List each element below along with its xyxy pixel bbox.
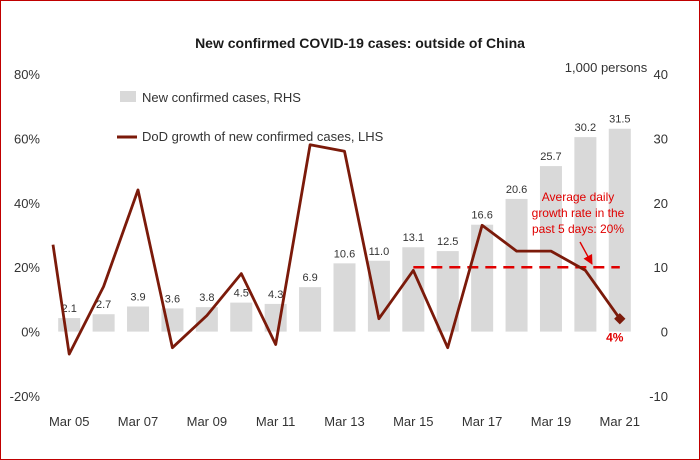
bar-value-label: 20.6 <box>506 184 527 196</box>
annotation-arrow <box>579 241 593 265</box>
bar-value-label: 16.6 <box>471 210 492 222</box>
bar-value-label: 10.6 <box>334 248 355 260</box>
x-tick-label: Mar 17 <box>462 414 502 429</box>
bar-value-label: 3.8 <box>199 292 214 304</box>
right-axis-unit: 1,000 persons <box>565 60 648 75</box>
bar <box>230 302 253 332</box>
bar <box>299 287 322 332</box>
legend-bar-label: New confirmed cases, RHS <box>142 90 301 105</box>
x-tick-label: Mar 05 <box>49 414 89 429</box>
left-tick-label: 40% <box>14 196 40 211</box>
legend-line-label: DoD growth of new confirmed cases, LHS <box>142 129 384 144</box>
x-tick-label: Mar 19 <box>531 414 571 429</box>
left-tick-label: -20% <box>10 389 41 404</box>
last-point-marker <box>614 313 626 325</box>
left-tick-label: 20% <box>14 260 40 275</box>
bar <box>471 224 494 332</box>
bar-value-label: 31.5 <box>609 114 630 126</box>
annotation-text: growth rate in the <box>532 206 625 220</box>
bar-value-label: 4.5 <box>234 288 249 300</box>
x-tick-label: Mar 09 <box>187 414 227 429</box>
bar-value-label: 11.0 <box>369 246 390 258</box>
right-tick-label: 40 <box>654 67 668 82</box>
bar-value-label: 6.9 <box>302 272 317 284</box>
bar-value-label: 4.3 <box>268 289 283 301</box>
right-tick-label: 10 <box>654 260 668 275</box>
left-tick-label: 80% <box>14 67 40 82</box>
bar <box>127 306 150 332</box>
bar-value-label: 13.1 <box>403 232 424 244</box>
bar <box>539 166 562 332</box>
bar-value-label: 3.9 <box>130 291 145 303</box>
x-tick-label: Mar 07 <box>118 414 158 429</box>
bar-value-label: 30.2 <box>575 122 596 134</box>
bar <box>333 263 356 332</box>
bar <box>436 251 459 332</box>
bar-value-label: 3.6 <box>165 293 180 305</box>
annotation-text: Average daily <box>542 190 615 204</box>
bar <box>195 307 218 332</box>
bar-value-label: 12.5 <box>437 236 458 248</box>
last-point-label: 4% <box>606 331 624 345</box>
x-tick-label: Mar 15 <box>393 414 433 429</box>
right-tick-label: 0 <box>661 325 668 340</box>
left-tick-label: 60% <box>14 131 40 146</box>
annotation-text: past 5 days: 20% <box>532 222 624 236</box>
right-tick-label: -10 <box>649 389 668 404</box>
bar <box>574 137 597 332</box>
x-tick-label: Mar 11 <box>256 414 296 429</box>
bar <box>367 260 390 332</box>
bar <box>505 198 528 332</box>
right-tick-label: 20 <box>654 196 668 211</box>
x-tick-label: Mar 13 <box>324 414 364 429</box>
left-tick-label: 0% <box>21 325 40 340</box>
bar <box>608 128 631 332</box>
bar <box>58 318 81 332</box>
bar-value-label: 2.1 <box>62 303 77 315</box>
growth-line <box>51 143 621 356</box>
right-tick-label: 30 <box>654 131 668 146</box>
x-tick-label: Mar 21 <box>600 414 640 429</box>
bar-value-label: 25.7 <box>540 151 561 163</box>
legend-bar-swatch <box>120 91 136 102</box>
bar <box>92 314 115 332</box>
chart-title: New confirmed COVID-19 cases: outside of… <box>195 35 525 51</box>
bar-value-label: 2.7 <box>96 299 111 311</box>
